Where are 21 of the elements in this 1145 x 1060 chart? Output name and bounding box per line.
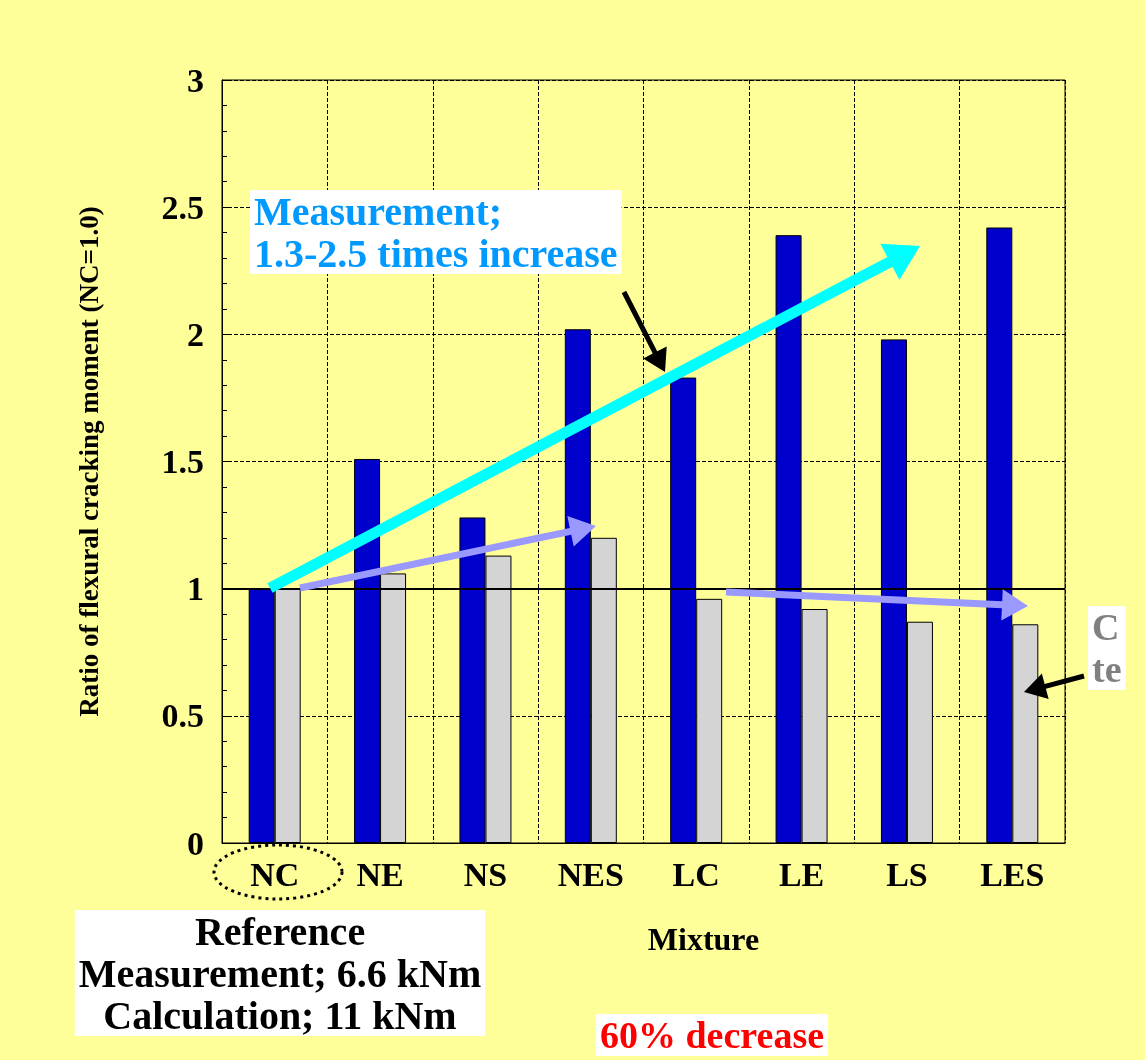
text: 60% decrease xyxy=(599,1014,825,1056)
y-tick-label: 3 xyxy=(187,61,204,99)
x-tick-label: LES xyxy=(980,855,1045,893)
x-tick-label: LC xyxy=(672,855,720,893)
y-tick-label: 2.5 xyxy=(161,188,204,226)
x-tick-label: LE xyxy=(778,855,825,893)
x-tick-label: NES xyxy=(557,855,624,893)
y-tick-label: 1 xyxy=(187,570,204,608)
annotation: Measurement; 1.3-2.5 times increase xyxy=(254,188,618,276)
text: C te xyxy=(1092,606,1122,690)
y-axis-title: Ratio of flexural cracking moment (NC=1.0) xyxy=(73,206,104,717)
y-tick-label: 0.5 xyxy=(161,697,204,735)
x-tick-label: NS xyxy=(463,855,508,893)
y-tick-label: 2 xyxy=(187,315,204,353)
x-tick-label: NE xyxy=(356,855,404,893)
y-tick-label: 0 xyxy=(187,824,204,862)
x-tick-label: LS xyxy=(886,855,928,893)
x-tick-label: NC xyxy=(250,855,300,893)
text: Reference Measurement; 6.6 kNm Calculation; 11 kNm xyxy=(78,908,482,1038)
y-tick-label: 1.5 xyxy=(161,443,204,480)
x-axis-title: Mixture xyxy=(647,921,760,957)
